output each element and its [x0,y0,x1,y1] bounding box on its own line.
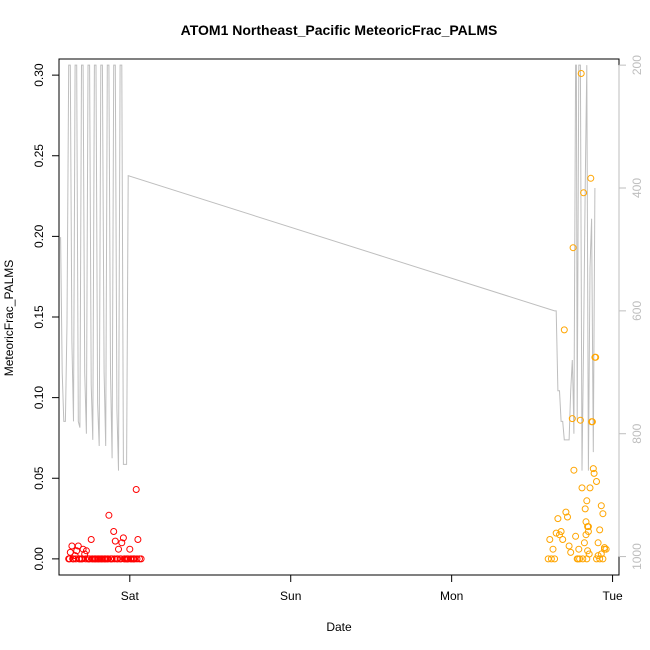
x-tick-label: Sun [280,589,301,603]
data-point [599,555,607,563]
data-point [105,511,113,519]
data-point [583,497,591,505]
data-point [569,244,577,252]
data-point [601,545,608,553]
data-point [119,534,127,542]
data-point [575,545,583,553]
data-point [596,526,604,534]
data-point [130,555,138,563]
data-point [589,465,597,473]
data-point [557,528,565,535]
data-point [115,545,122,553]
y-axis: 0.00 0.05 0.10 0.15 0.20 0.25 0.30 [32,63,60,571]
data-point [111,537,119,545]
data-point [572,532,580,540]
data-point [552,529,560,537]
y2-tick-label: 200 [630,55,644,75]
data-point [66,548,74,556]
data-point [137,555,145,563]
data-point [580,539,588,547]
data-point [588,418,596,426]
data-point [599,510,607,518]
y-tick-label: 0.00 [32,547,46,571]
data-point [593,478,600,485]
data-point [546,536,554,543]
x-axis-label: Date [326,620,352,634]
data-point [592,353,600,361]
data-point [587,174,595,182]
data-point [576,555,584,563]
y-axis-label: MeteoricFrac_PALMS [2,260,16,376]
data-point [594,539,602,547]
data-point [597,550,605,558]
data-point [576,416,584,424]
depth-line-path [60,64,596,471]
data-point [579,555,587,563]
data-point [564,513,571,521]
y2-tick-label: 1000 [630,543,644,570]
depth-line [60,64,596,471]
data-point [597,502,605,510]
data-point [549,545,557,553]
data-point [565,542,573,550]
data-point [577,70,585,77]
x-tick-label: Mon [440,589,463,603]
data-point [551,555,559,563]
data-point [554,515,562,523]
data-point [79,545,87,553]
data-point [580,189,588,197]
data-point [133,555,141,563]
data-point [559,536,567,543]
y-tick-label: 0.10 [32,386,46,410]
data-point [586,484,594,492]
y-tick-label: 0.25 [32,144,46,168]
data-point [126,545,134,553]
data-point [596,555,604,563]
y2-tick-label: 600 [630,301,644,321]
x-axis: Sat Sun Mon Tue [121,574,623,603]
data-point [583,555,591,563]
data-point [562,508,570,516]
y-tick-label: 0.05 [32,466,46,490]
x-tick-label: Sat [121,589,140,603]
data-point [134,536,142,543]
data-point [584,528,592,535]
data-point [87,536,95,543]
y2-tick-label: 400 [630,178,644,198]
data-point [582,518,590,526]
data-point [568,415,576,423]
data-points [65,70,610,563]
data-point [547,555,555,563]
data-point [581,505,589,513]
y-tick-label: 0.15 [32,305,46,329]
data-point [132,486,140,493]
data-point [110,528,118,535]
data-point [118,539,126,547]
data-point [82,547,90,555]
data-point [578,484,586,492]
chart-title: ATOM1 Northeast_Pacific MeteoricFrac_PAL… [181,22,498,38]
data-point [567,548,575,556]
data-point [590,469,598,477]
y-tick-label: 0.20 [32,224,46,248]
x-tick-label: Tue [602,589,623,603]
plot-frame [58,58,620,576]
data-point [570,466,578,474]
y-tick-label: 0.30 [32,63,46,87]
data-point [68,542,76,550]
data-point [73,547,81,555]
y2-axis: 200 400 600 800 1000 [618,55,644,570]
data-point [584,523,592,531]
y2-tick-label: 800 [630,423,644,443]
data-point [74,542,82,550]
data-point [560,326,568,334]
